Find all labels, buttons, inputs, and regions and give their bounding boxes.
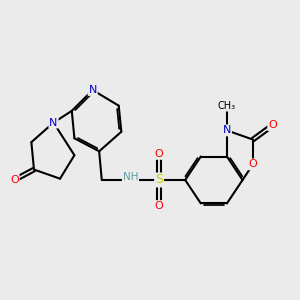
Text: O: O xyxy=(249,159,257,169)
Text: N: N xyxy=(88,85,97,95)
Text: S: S xyxy=(155,173,163,187)
Text: CH₃: CH₃ xyxy=(218,101,236,111)
Text: O: O xyxy=(155,149,164,159)
Text: N: N xyxy=(223,125,231,135)
Text: O: O xyxy=(268,120,277,130)
Text: O: O xyxy=(155,201,164,211)
Text: O: O xyxy=(10,175,19,185)
Text: N: N xyxy=(49,118,58,128)
Text: NH: NH xyxy=(123,172,138,182)
